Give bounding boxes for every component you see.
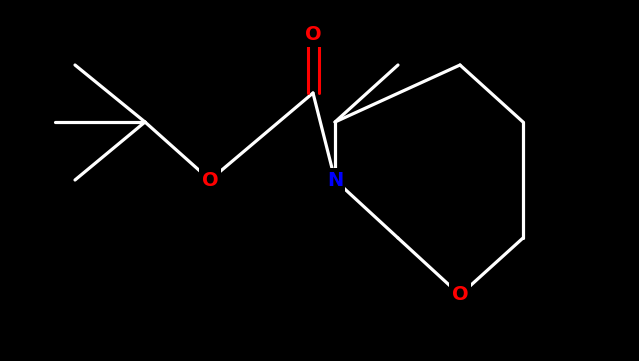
Text: O: O: [202, 170, 219, 190]
Text: O: O: [305, 26, 321, 44]
Text: O: O: [452, 286, 468, 304]
Text: N: N: [327, 170, 343, 190]
